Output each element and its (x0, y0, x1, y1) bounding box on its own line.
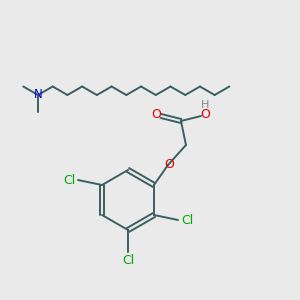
Text: Cl: Cl (122, 254, 134, 268)
Text: O: O (164, 158, 174, 170)
Text: N: N (34, 88, 42, 101)
Text: Cl: Cl (181, 214, 193, 226)
Text: Cl: Cl (63, 173, 75, 187)
Text: H: H (201, 100, 209, 110)
Text: O: O (200, 109, 210, 122)
Text: O: O (151, 109, 161, 122)
